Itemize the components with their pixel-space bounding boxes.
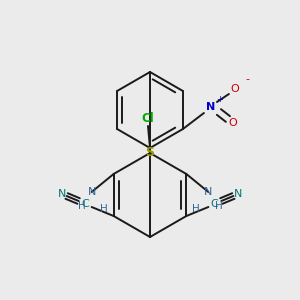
Text: +: +: [217, 95, 223, 104]
Text: C: C: [211, 199, 218, 209]
Text: N: N: [206, 102, 215, 112]
Text: O: O: [230, 84, 239, 94]
Text: H: H: [193, 204, 200, 214]
Text: H: H: [215, 201, 223, 211]
Text: S: S: [146, 146, 154, 160]
Text: H: H: [78, 201, 86, 211]
Text: N: N: [87, 187, 96, 197]
Text: Cl: Cl: [142, 112, 154, 124]
Text: O: O: [229, 118, 237, 128]
Text: C: C: [82, 199, 89, 209]
Text: -: -: [246, 74, 250, 84]
Text: N: N: [57, 189, 66, 199]
Text: N: N: [234, 189, 243, 199]
Text: H: H: [100, 204, 107, 214]
Text: N: N: [204, 187, 213, 197]
